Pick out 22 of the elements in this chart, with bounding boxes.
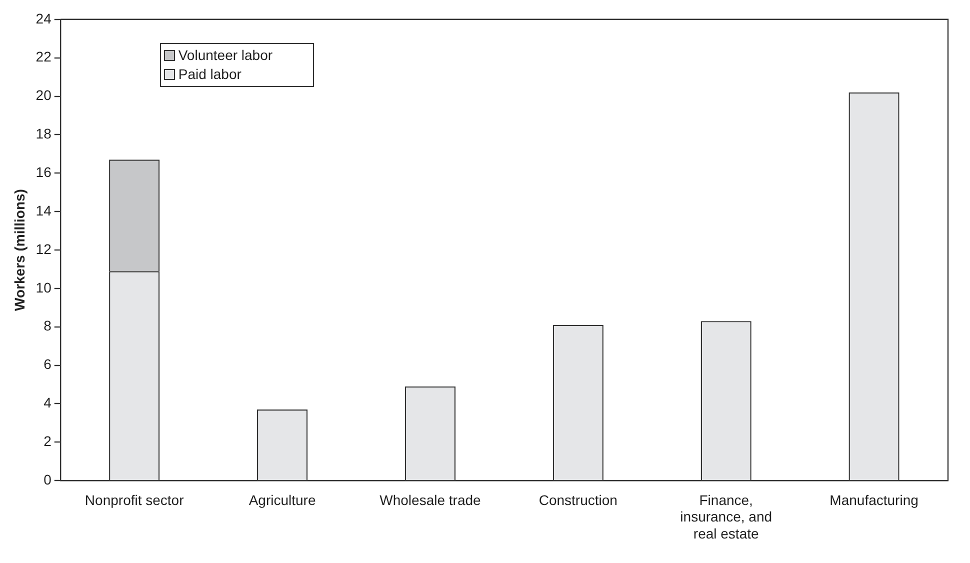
x-tick-label: Wholesale trade	[380, 492, 482, 508]
legend-label: Paid labor	[178, 65, 242, 84]
y-tick-label: 18	[36, 126, 52, 142]
y-tick-label: 20	[36, 87, 52, 104]
legend-label: Volunteer labor	[178, 46, 273, 66]
x-tick-label: Nonprofit sector	[84, 492, 184, 508]
y-tick-label: 24	[36, 10, 52, 26]
y-tick-label: 12	[36, 240, 52, 257]
y-tick-label: 22	[36, 48, 52, 65]
y-axis-title: Workers (millions)	[11, 189, 28, 311]
y-tick-label: 2	[44, 433, 52, 450]
y-tick-label: 4	[44, 394, 52, 411]
y-tick-label: 16	[36, 164, 52, 180]
x-tick-label: Agriculture	[248, 492, 316, 508]
y-tick-label: 8	[44, 318, 52, 334]
x-tick-label: Manufacturing	[830, 492, 918, 508]
y-tick-label: 14	[36, 202, 52, 218]
x-tick-label: Construction	[538, 492, 618, 508]
x-tick-label: Finance, insurance, and real estate	[680, 492, 772, 542]
y-tick-label: 10	[36, 279, 52, 296]
y-tick-label: 0	[44, 471, 52, 488]
y-tick-label: 6	[44, 356, 52, 372]
